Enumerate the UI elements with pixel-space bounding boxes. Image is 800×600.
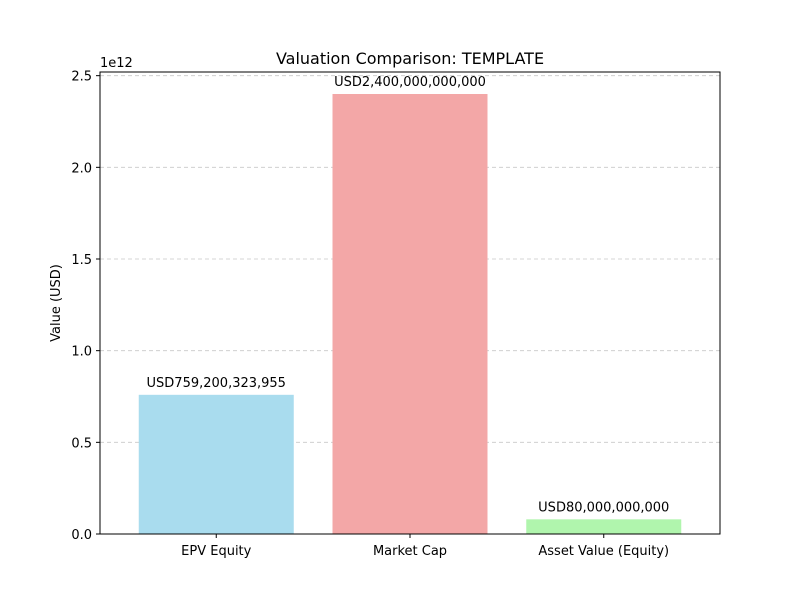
y-axis-label: Value (USD)	[49, 264, 64, 342]
y-tick-label: 0.0	[71, 528, 92, 543]
bar-market-cap	[332, 94, 488, 534]
x-tick-label: Asset Value (Equity)	[538, 544, 669, 559]
bars	[138, 94, 682, 534]
x-axis-ticks: EPV Equity Market Cap Asset Value (Equity)	[181, 534, 669, 559]
y-tick-label: 1.5	[71, 253, 92, 268]
y-axis-offset-label: 1e12	[100, 56, 133, 71]
bar-asset-value-equity	[526, 519, 682, 534]
y-tick-label: 2.0	[71, 161, 92, 176]
data-labels: USD759,200,323,955 USD2,400,000,000,000 US…	[147, 75, 670, 515]
y-axis-ticks: 0.0 0.5 1.0 1.5 2.0 2.5	[71, 70, 100, 543]
x-tick-label: EPV Equity	[181, 544, 251, 559]
y-tick-label: 1.0	[71, 345, 92, 360]
chart-title: Valuation Comparison: TEMPLATE	[276, 49, 544, 68]
y-tick-label: 2.5	[71, 70, 92, 85]
bar-epv-equity	[138, 394, 294, 534]
bar-data-label: USD80,000,000,000	[538, 500, 669, 515]
y-tick-label: 0.5	[71, 436, 92, 451]
x-tick-label: Market Cap	[373, 544, 447, 559]
bar-data-label: USD759,200,323,955	[147, 376, 286, 391]
bar-data-label: USD2,400,000,000,000	[334, 75, 486, 90]
